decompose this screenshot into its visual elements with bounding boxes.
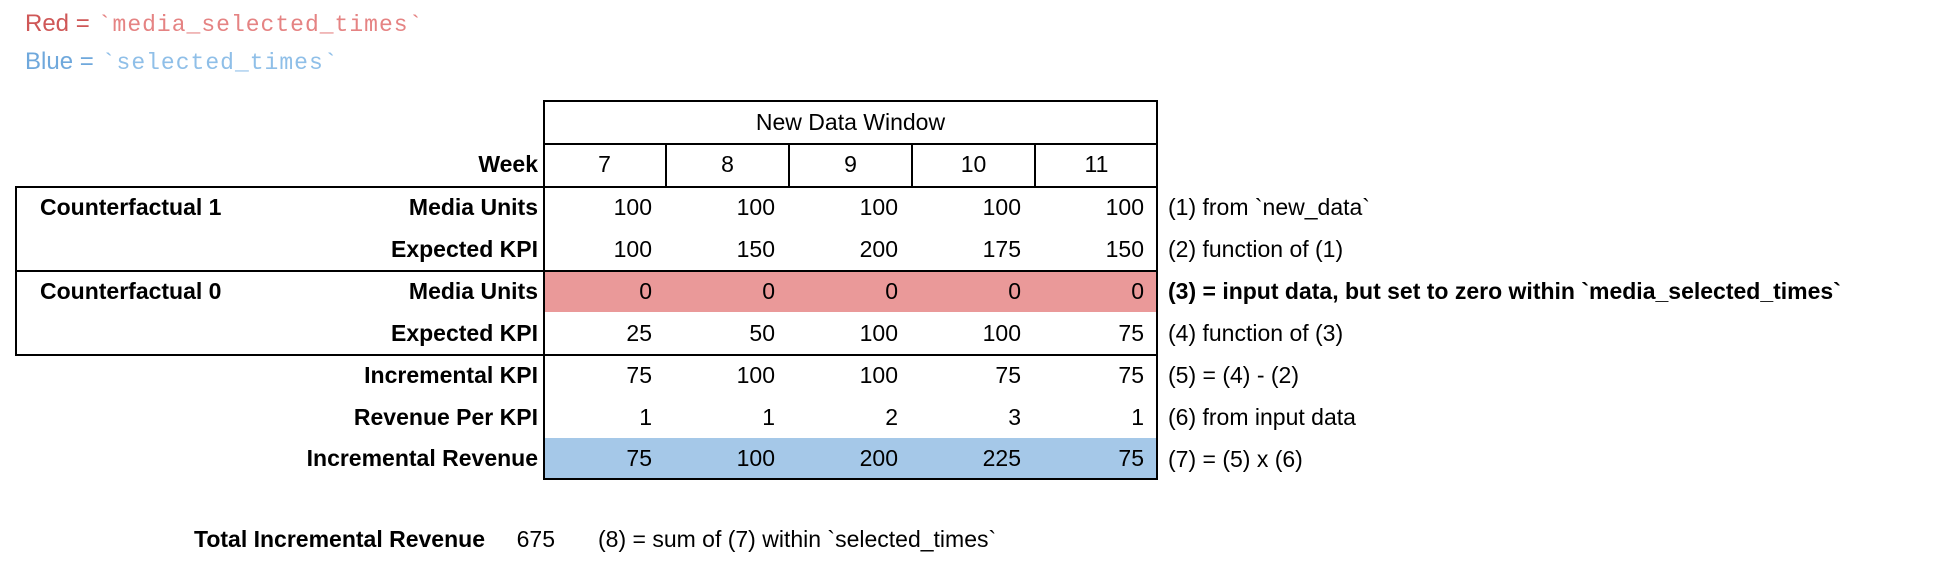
table-cell: 50	[749, 320, 775, 346]
row-label: Expected KPI	[391, 236, 538, 262]
total-incremental-revenue-label: Total Incremental Revenue	[194, 526, 485, 552]
legend-red-line: Red = `media_selected_times`	[25, 10, 423, 38]
table-cell: 100	[982, 320, 1021, 346]
week-column-separator	[788, 143, 790, 188]
table-cell-highlighted-blue: 225	[982, 445, 1021, 471]
table-cell-highlighted-blue: 75	[626, 445, 652, 471]
table-cell-highlighted-blue: 200	[859, 445, 898, 471]
table-cell-highlighted-blue: 75	[1118, 445, 1144, 471]
table-border-line	[543, 100, 1158, 102]
group-label-counterfactual-0: Counterfactual 0	[40, 278, 222, 304]
table-cell: 100	[982, 194, 1021, 220]
group-label-counterfactual-1: Counterfactual 1	[40, 194, 222, 220]
table-border-line	[1156, 100, 1158, 480]
legend-blue-code: `selected_times`	[101, 50, 339, 76]
table-cell: 2	[885, 404, 898, 430]
table-border-line	[15, 270, 1158, 272]
table-border-line	[15, 354, 1158, 356]
week-column-separator	[1034, 143, 1036, 188]
annotation-5: (5) = (4) - (2)	[1168, 362, 1299, 388]
table-cell: 100	[859, 194, 898, 220]
table-cell: 175	[982, 236, 1021, 262]
table-cell-highlighted-red: 0	[885, 278, 898, 304]
week-row-label: Week	[478, 151, 538, 177]
row-label: Incremental KPI	[364, 362, 538, 388]
table-cell: 100	[736, 194, 775, 220]
table-cell-highlighted-red: 0	[1008, 278, 1021, 304]
table-cell: 100	[613, 194, 652, 220]
table-cell: 100	[736, 362, 775, 388]
table-cell: 75	[995, 362, 1021, 388]
week-column-separator	[911, 143, 913, 188]
annotation-1: (1) from `new_data`	[1168, 194, 1370, 220]
table-cell: 3	[1008, 404, 1021, 430]
table-border-line	[543, 100, 545, 480]
table-cell: 150	[736, 236, 775, 262]
table-cell: 1	[1131, 404, 1144, 430]
table-cell-highlighted-red: 0	[762, 278, 775, 304]
table-cell: 75	[1118, 362, 1144, 388]
annotation-4: (4) function of (3)	[1168, 320, 1344, 346]
table-cell: 200	[859, 236, 898, 262]
week-header-cell: 11	[1084, 151, 1109, 177]
table-border-line	[543, 478, 1158, 480]
table-cell: 1	[762, 404, 775, 430]
week-column-separator	[665, 143, 667, 188]
annotation-6: (6) from input data	[1168, 404, 1356, 430]
table-cell: 1	[639, 404, 652, 430]
table-cell: 150	[1105, 236, 1144, 262]
row-label: Incremental Revenue	[306, 445, 538, 471]
total-incremental-revenue-value: 675	[516, 526, 555, 552]
annotation-7: (7) = (5) x (6)	[1168, 446, 1303, 472]
annotation-8: (8) = sum of (7) within `selected_times`	[598, 526, 997, 552]
media-selected-times-highlight	[545, 272, 1156, 312]
row-label: Expected KPI	[391, 320, 538, 346]
table-border-line	[15, 186, 1158, 188]
table-cell-highlighted-blue: 100	[736, 445, 775, 471]
table-cell-highlighted-red: 0	[639, 278, 652, 304]
legend-red-code: `media_selected_times`	[97, 12, 424, 38]
selected-times-highlight	[545, 438, 1156, 478]
table-cell: 75	[1118, 320, 1144, 346]
table-border-line	[543, 143, 1158, 145]
row-label: Media Units	[408, 194, 538, 220]
week-header-cell: 8	[721, 151, 734, 177]
week-header-cell: 10	[960, 151, 987, 177]
table-cell: 100	[613, 236, 652, 262]
table-cell: 100	[859, 362, 898, 388]
table-cell: 100	[859, 320, 898, 346]
table-cell: 25	[626, 320, 652, 346]
table-cell: 75	[626, 362, 652, 388]
row-label: Revenue Per KPI	[353, 404, 538, 430]
table-border-line	[15, 186, 17, 356]
table-header-new-data-window: New Data Window	[755, 109, 946, 135]
week-header-cell: 9	[844, 151, 857, 177]
annotation-2: (2) function of (1)	[1168, 236, 1344, 262]
legend-blue-label: Blue =	[25, 48, 94, 75]
legend-blue-line: Blue = `selected_times`	[25, 48, 339, 76]
week-header-cell: 7	[598, 151, 611, 177]
annotation-3: (3) = input data, but set to zero within…	[1168, 278, 1841, 304]
table-cell-highlighted-red: 0	[1131, 278, 1144, 304]
legend-red-label: Red =	[25, 10, 90, 37]
table-cell: 100	[1105, 194, 1144, 220]
row-label: Media Units	[408, 278, 538, 304]
